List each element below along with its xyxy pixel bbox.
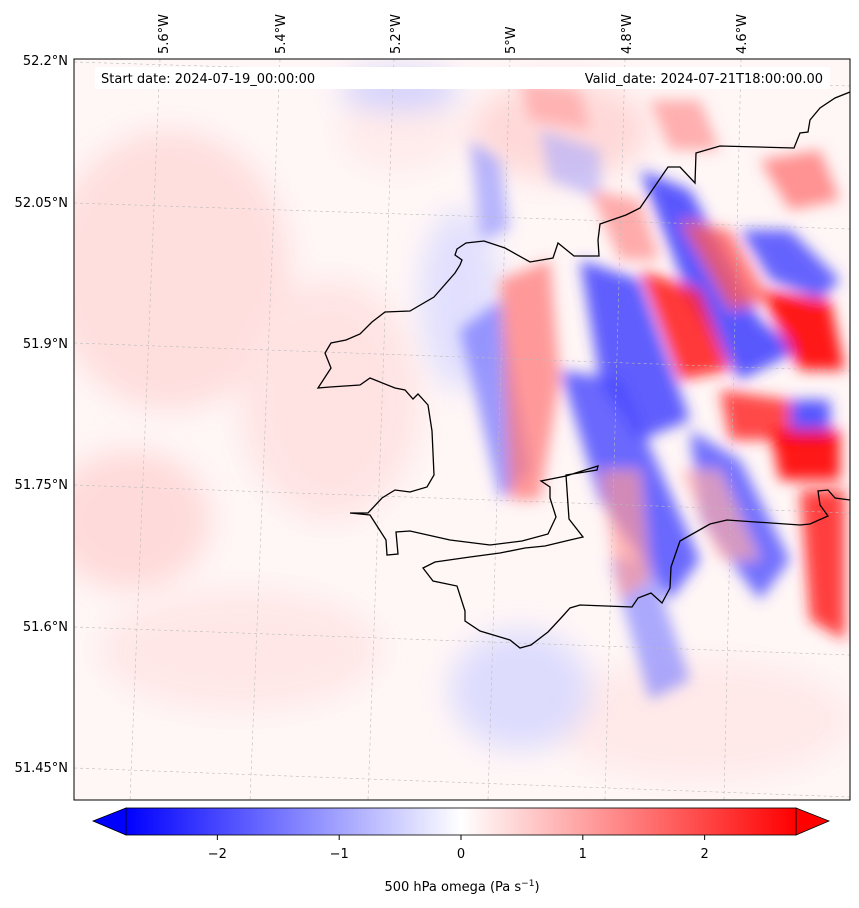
lat-label: 51.75°N [15,478,68,493]
lat-label: 52.2°N [23,54,68,69]
colorbar-tick-label: 2 [700,847,708,862]
lat-label: 51.9°N [23,337,68,352]
lon-label: 4.8°W [620,14,635,54]
lon-label: 5.2°W [389,14,404,54]
lon-label: 5°W [504,26,519,54]
valid-date-label: Valid_date: 2024-07-21T18:00:00.00 [585,72,823,87]
colorbar-tick-label: 1 [579,847,587,862]
latitude-labels: 52.2°N 52.05°N 51.9°N 51.75°N 51.6°N 51.… [15,54,68,776]
coastline [316,91,850,649]
omega-field [74,59,850,800]
colorbar: −2 −1 0 1 2 500 hPa omega (Pa s−1) [91,807,831,895]
map-frame [73,58,851,801]
colorbar-tick-label: −1 [330,847,349,862]
colorbar-gradient [125,807,797,836]
lon-label: 4.6°W [735,14,750,54]
start-date-label: Start date: 2024-07-19_00:00:00 [101,72,315,87]
colorbar-tick-label: −2 [208,847,227,862]
longitude-labels: 5.6°W 5.4°W 5.2°W 5°W 4.8°W 4.6°W [157,14,750,54]
lon-label: 5.6°W [157,14,172,54]
colorbar-ticks: −2 −1 0 1 2 [208,835,709,862]
lat-label: 51.6°N [23,620,68,635]
lat-label: 52.05°N [15,196,68,211]
colorbar-min-extend [91,807,127,836]
gridlines [74,59,850,800]
colorbar-label: 500 hPa omega (Pa s−1) [384,879,539,895]
colorbar-max-extend [795,807,831,836]
colorbar-tick-label: 0 [457,847,465,862]
lat-label: 51.45°N [15,761,68,776]
header-box [95,67,830,89]
lon-label: 5.4°W [274,14,289,54]
